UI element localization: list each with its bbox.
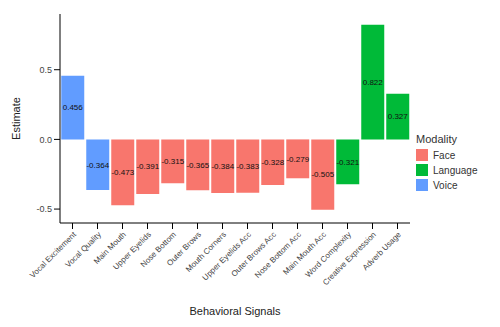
- svg-text:-0.505: -0.505: [311, 170, 334, 179]
- svg-text:-0.365: -0.365: [186, 161, 209, 170]
- svg-text:Estimate: Estimate: [10, 97, 22, 140]
- svg-text:Outer Brows Acc: Outer Brows Acc: [229, 230, 277, 278]
- svg-text:0.456: 0.456: [63, 103, 84, 112]
- svg-text:Mouth Corners: Mouth Corners: [184, 230, 228, 274]
- svg-text:0.327: 0.327: [388, 112, 409, 121]
- html-text:Voice: Voice: [433, 179, 458, 191]
- svg-text:-0.364: -0.364: [86, 161, 109, 170]
- svg-text:-0.384: -0.384: [211, 162, 234, 171]
- svg-text:Outer Brows: Outer Brows: [165, 230, 203, 268]
- svg-text:-0.279: -0.279: [286, 155, 309, 164]
- svg-text:Creative Expression: Creative Expression: [320, 230, 378, 288]
- svg-text:-0.315: -0.315: [161, 157, 184, 166]
- svg-text:Main Mouth Acc: Main Mouth Acc: [281, 230, 328, 277]
- html-text:Language: Language: [433, 164, 478, 176]
- svg-text:Main Mouth: Main Mouth: [92, 230, 128, 266]
- svg-text:Nose Bottom Acc: Nose Bottom Acc: [253, 230, 303, 280]
- svg-text:Word Complexity: Word Complexity: [303, 230, 353, 280]
- svg-text:Upper Eyelids: Upper Eyelids: [111, 230, 153, 272]
- svg-text:0.822: 0.822: [363, 78, 384, 87]
- svg-text:0.0: 0.0: [39, 135, 52, 145]
- svg-text:Vocal Quality: Vocal Quality: [63, 230, 103, 270]
- svg-text:Nose Bottom: Nose Bottom: [138, 230, 178, 270]
- svg-text:-0.321: -0.321: [336, 158, 359, 167]
- svg-text:-0.5: -0.5: [36, 204, 52, 214]
- svg-text:Adverb Usage: Adverb Usage: [361, 230, 404, 273]
- svg-text:-0.473: -0.473: [111, 168, 134, 177]
- svg-text:Vocal Excitement: Vocal Excitement: [28, 230, 78, 280]
- svg-text:-0.383: -0.383: [236, 162, 259, 171]
- svg-text:-0.391: -0.391: [136, 162, 159, 171]
- html-text:Face: Face: [433, 149, 456, 161]
- svg-text:Behavioral Signals: Behavioral Signals: [189, 305, 281, 317]
- svg-text:-0.328: -0.328: [261, 158, 284, 167]
- svg-text:0.5: 0.5: [39, 65, 52, 75]
- svg-text:Upper Eyelids Acc: Upper Eyelids Acc: [200, 230, 253, 283]
- html-text:Modality: Modality: [416, 133, 457, 145]
